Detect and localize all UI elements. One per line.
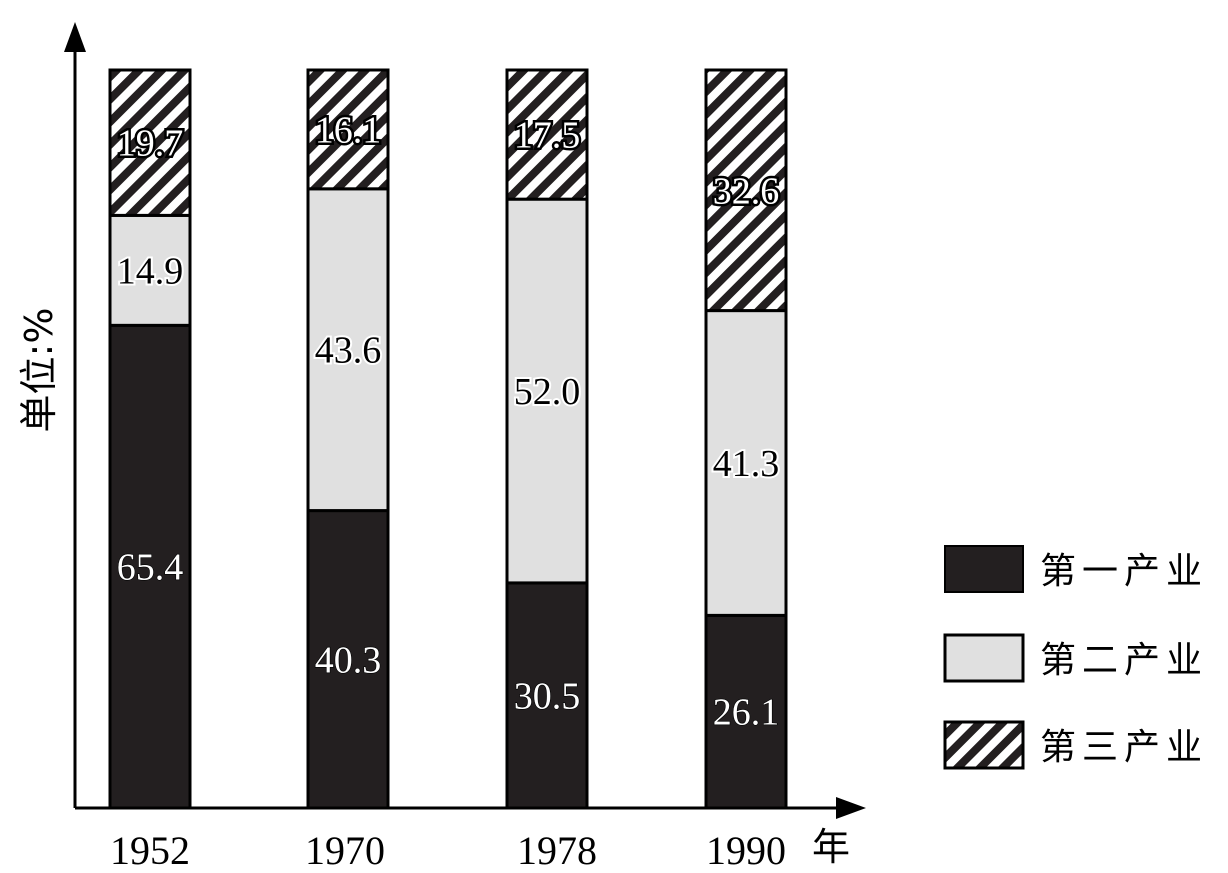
value-label-tertiary-1952: 19.7 <box>117 123 184 165</box>
x-axis-label: 年 <box>812 825 850 869</box>
x-tick-label-1952: 1952 <box>110 828 190 873</box>
legend-label-tertiary: 第三产业 <box>1040 727 1208 768</box>
legend: 第一产业 第二产业 第三产业 <box>943 545 1208 770</box>
bar-segment-secondary-1978 <box>505 197 589 585</box>
bar-segment-secondary-1970 <box>306 187 390 513</box>
value-label-tertiary-1990: 32.6 <box>713 170 780 212</box>
value-label-primary-1978: 30.5 <box>514 675 581 717</box>
legend-swatch-secondary <box>943 633 1025 683</box>
bar-segment-tertiary-1990 <box>704 68 788 313</box>
x-tick-label-1990: 1990 <box>706 828 786 873</box>
bars-group <box>108 68 788 810</box>
bar-segment-tertiary-1970 <box>306 68 390 191</box>
legend-label-primary: 第一产业 <box>1040 551 1208 592</box>
x-axis-arrow <box>836 797 866 819</box>
bar-segment-primary-1978 <box>505 581 589 810</box>
value-label-secondary-1952: 14.9 <box>117 250 184 292</box>
value-label-secondary-1978: 52.0 <box>514 371 581 413</box>
y-axis-arrow <box>64 22 86 52</box>
bar-segment-tertiary-1978 <box>505 68 589 201</box>
x-tick-label-1978: 1978 <box>517 828 597 873</box>
legend-label-secondary: 第二产业 <box>1040 640 1208 681</box>
value-label-primary-1990: 26.1 <box>713 692 780 734</box>
legend-swatch-tertiary <box>943 720 1025 770</box>
value-label-secondary-1990: 41.3 <box>713 443 780 485</box>
value-label-primary-1952: 65.4 <box>117 547 184 589</box>
value-label-tertiary-1978: 17.5 <box>514 115 581 157</box>
value-labels-group: 65.4 14.9 19.7 40.3 43.6 16.1 30.5 52.0 17.5 26.1… <box>114 107 782 734</box>
value-label-tertiary-1970: 16.1 <box>315 109 382 151</box>
bar-segment-primary-1952 <box>108 323 192 810</box>
bar-segment-primary-1970 <box>306 509 390 810</box>
x-tick-labels-group: 1952 1970 1978 1990 <box>110 828 786 873</box>
bar-segment-tertiary-1952 <box>108 68 192 217</box>
y-axis-label: 单位:% <box>17 308 61 433</box>
legend-swatch-primary <box>944 545 1024 593</box>
x-tick-label-1970: 1970 <box>305 828 385 873</box>
value-label-secondary-1970: 43.6 <box>315 330 382 372</box>
bar-segment-secondary-1990 <box>704 309 788 617</box>
value-label-primary-1970: 40.3 <box>315 639 382 681</box>
